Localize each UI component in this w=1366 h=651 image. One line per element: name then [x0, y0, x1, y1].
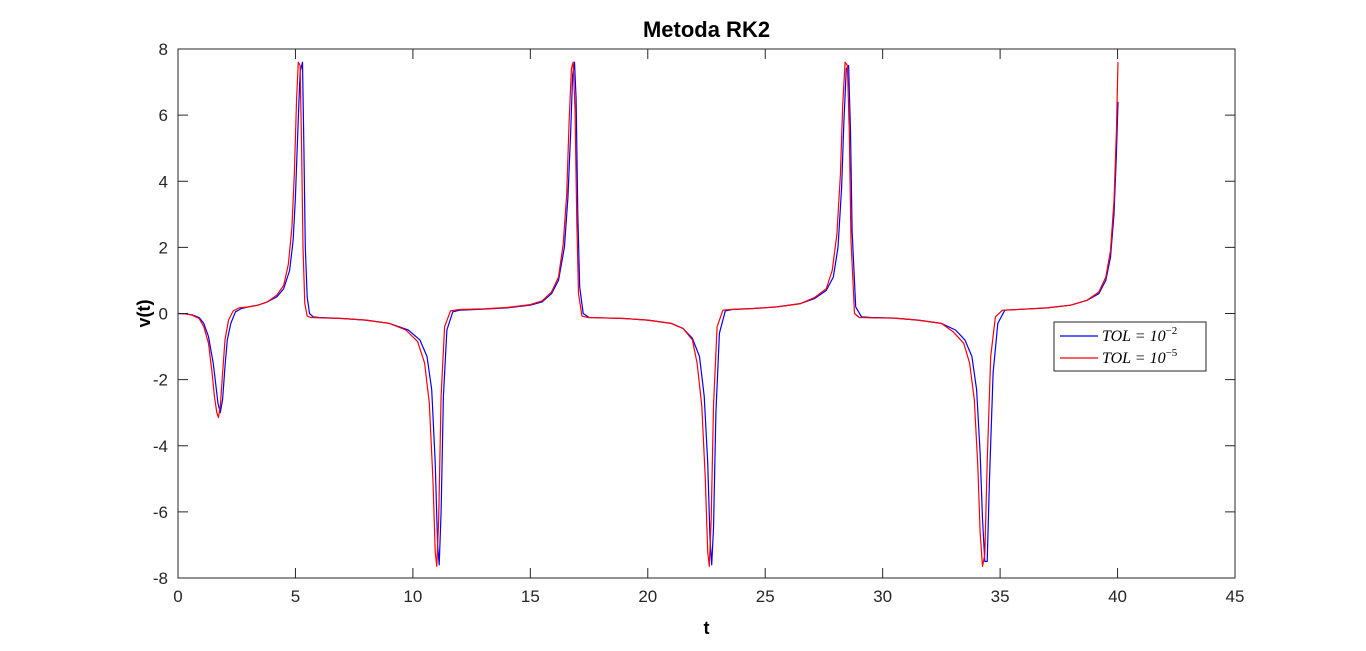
x-tick-label: 25	[756, 587, 775, 606]
x-tick-label: 45	[1226, 587, 1245, 606]
x-tick-label: 30	[873, 587, 892, 606]
x-tick-label: 10	[403, 587, 422, 606]
y-tick-label: 0	[159, 305, 168, 324]
x-tick-label: 40	[1108, 587, 1127, 606]
x-tick-label: 0	[173, 587, 182, 606]
legend-label-2: TOL = 10−5	[1102, 347, 1178, 367]
series-layer	[177, 61, 1119, 568]
x-axis: 0 5 10 15 20 25 30 35 40 45	[173, 49, 1244, 606]
legend-label-1: TOL = 10−2	[1102, 325, 1177, 345]
y-tick-label: -4	[153, 437, 168, 456]
chart-title: Metoda RK2	[643, 17, 770, 42]
y-tick-label: -2	[153, 371, 168, 390]
y-tick-label: -6	[153, 503, 168, 522]
y-axis-label: v(t)	[134, 300, 154, 328]
x-tick-label: 20	[638, 587, 657, 606]
plot-area	[178, 49, 1235, 578]
y-tick-label: 2	[159, 238, 168, 257]
y-tick-label: 6	[159, 106, 168, 125]
axes: 0 5 10 15 20 25 30 35 40 45 -8 -6 -4 -2 0 2 4 6 8	[153, 40, 1245, 606]
x-tick-label: 15	[521, 587, 540, 606]
x-tick-label: 35	[991, 587, 1010, 606]
x-tick-label: 5	[291, 587, 300, 606]
x-axis-label: t	[704, 618, 710, 638]
y-tick-label: 4	[159, 172, 168, 191]
y-tick-label: -8	[153, 569, 168, 588]
y-axis: -8 -6 -4 -2 0 2 4 6 8	[153, 40, 1235, 588]
series-line-1	[177, 61, 1119, 566]
legend-box	[1053, 321, 1207, 372]
y-tick-label: 8	[159, 40, 168, 59]
series-line-2	[177, 61, 1119, 568]
